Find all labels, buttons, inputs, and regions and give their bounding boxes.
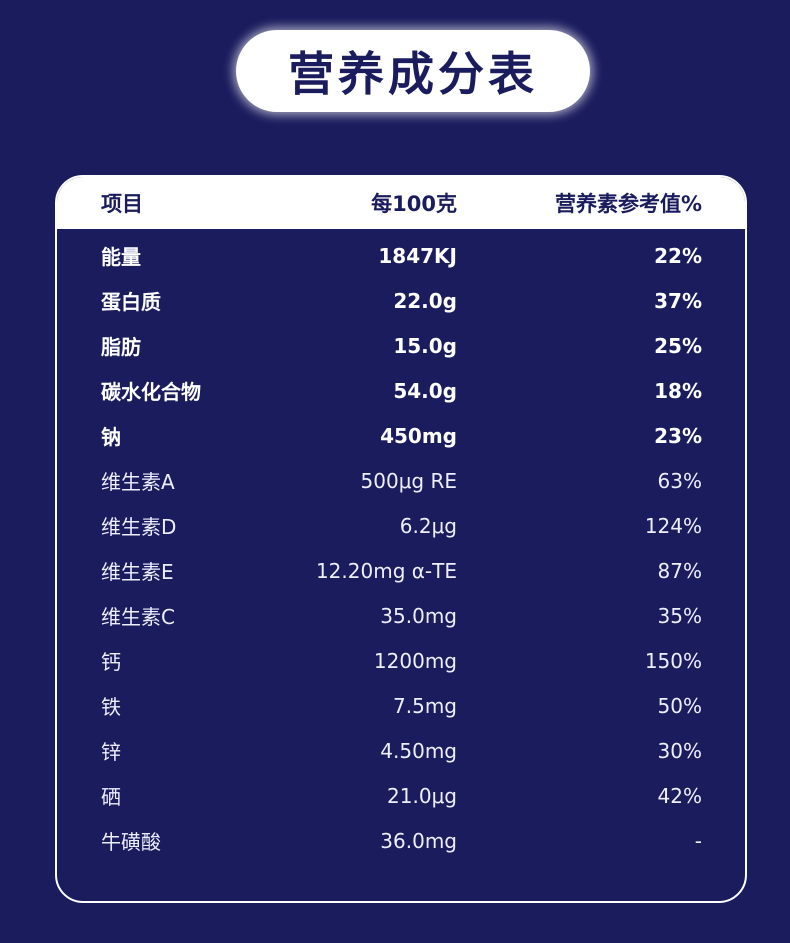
header-per-100g: 每100克 [371, 192, 457, 216]
row-per-100g: 7.5mg [393, 693, 457, 718]
page-title: 营养成分表 [288, 47, 538, 101]
row-per-100g: 4.50mg [380, 738, 457, 763]
table-row: 维生素A 500μg RE 63% [57, 458, 745, 503]
row-per-100g: 21.0μg [387, 783, 457, 808]
row-per-100g: 54.0g [393, 378, 457, 403]
row-nrv: 35% [657, 603, 702, 628]
table-row: 锌 4.50mg 30% [57, 728, 745, 773]
row-nrv: 23% [654, 423, 702, 448]
row-per-100g: 35.0mg [380, 603, 457, 628]
table-row: 牛磺酸 36.0mg - [57, 818, 745, 863]
title-banner: 营养成分表 [236, 30, 590, 112]
row-nrv: 87% [657, 558, 702, 583]
row-nrv: - [694, 828, 702, 853]
header-nrv: 营养素参考值% [554, 192, 702, 216]
table-row: 维生素D 6.2μg 124% [57, 503, 745, 548]
table-row: 钠 450mg 23% [57, 413, 745, 458]
row-per-100g: 6.2μg [399, 513, 457, 538]
row-nrv: 25% [654, 333, 702, 358]
row-item: 碳水化合物 [101, 380, 201, 404]
row-item: 能量 [101, 245, 141, 269]
table-row: 维生素C 35.0mg 35% [57, 593, 745, 638]
header-item: 项目 [101, 192, 143, 216]
table-row: 脂肪 15.0g 25% [57, 323, 745, 368]
table-row: 能量 1847KJ 22% [57, 233, 745, 278]
row-per-100g: 36.0mg [380, 828, 457, 853]
row-item: 维生素E [101, 560, 174, 584]
table-header: 项目 每100克 营养素参考值% [57, 177, 745, 229]
row-item: 牛磺酸 [101, 830, 161, 854]
table-row: 蛋白质 22.0g 37% [57, 278, 745, 323]
row-per-100g: 12.20mg α-TE [315, 558, 457, 583]
table-row: 硒 21.0μg 42% [57, 773, 745, 818]
row-per-100g: 15.0g [393, 333, 457, 358]
row-item: 钠 [101, 425, 121, 449]
table-row: 钙 1200mg 150% [57, 638, 745, 683]
row-item: 蛋白质 [101, 290, 161, 314]
row-item: 脂肪 [101, 335, 141, 359]
row-per-100g: 1200mg [373, 648, 457, 673]
row-nrv: 30% [657, 738, 702, 763]
row-item: 维生素D [101, 515, 177, 539]
row-per-100g: 1847KJ [378, 243, 457, 268]
row-nrv: 150% [644, 648, 702, 673]
row-nrv: 37% [654, 288, 702, 313]
row-item: 铁 [101, 695, 121, 719]
table-row: 铁 7.5mg 50% [57, 683, 745, 728]
row-nrv: 22% [654, 243, 702, 268]
nutrition-table: 项目 每100克 营养素参考值% 能量 1847KJ 22% 蛋白质 22.0g 37% 脂… [55, 175, 747, 903]
row-item: 钙 [101, 650, 121, 674]
row-per-100g: 500μg RE [360, 468, 457, 493]
row-per-100g: 450mg [380, 423, 457, 448]
row-item: 维生素C [101, 605, 175, 629]
row-item: 维生素A [101, 470, 175, 494]
table-row: 维生素E 12.20mg α-TE 87% [57, 548, 745, 593]
row-item: 锌 [101, 740, 121, 764]
row-item: 硒 [101, 785, 121, 809]
row-nrv: 50% [657, 693, 702, 718]
row-nrv: 124% [644, 513, 702, 538]
row-per-100g: 22.0g [393, 288, 457, 313]
table-row: 碳水化合物 54.0g 18% [57, 368, 745, 413]
row-nrv: 63% [657, 468, 702, 493]
row-nrv: 18% [654, 378, 702, 403]
row-nrv: 42% [657, 783, 702, 808]
